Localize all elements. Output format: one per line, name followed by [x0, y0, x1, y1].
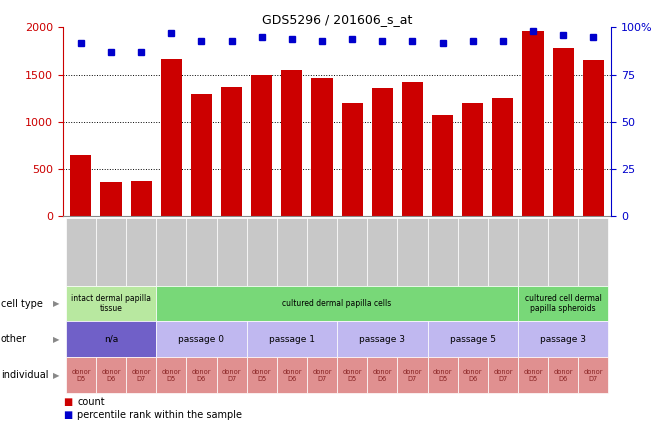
Text: donor
D7: donor D7	[403, 369, 422, 382]
Text: donor
D6: donor D6	[192, 369, 212, 382]
Text: other: other	[1, 335, 26, 344]
Text: donor
D6: donor D6	[373, 369, 392, 382]
Text: ■: ■	[63, 410, 72, 420]
Bar	[100, 182, 122, 216]
Text: donor
D7: donor D7	[312, 369, 332, 382]
Text: donor
D6: donor D6	[101, 369, 121, 382]
Text: donor
D5: donor D5	[252, 369, 272, 382]
Text: ■: ■	[63, 397, 72, 407]
Text: cultured cell dermal
papilla spheroids: cultured cell dermal papilla spheroids	[525, 294, 602, 313]
Text: passage 1: passage 1	[269, 335, 315, 344]
Bar	[70, 154, 91, 216]
Bar	[371, 88, 393, 216]
Bar	[492, 98, 514, 216]
Bar	[131, 181, 152, 216]
Bar	[553, 48, 574, 216]
Text: passage 0: passage 0	[178, 335, 225, 344]
Bar	[432, 115, 453, 216]
Title: GDS5296 / 201606_s_at: GDS5296 / 201606_s_at	[262, 14, 412, 26]
Text: donor
D6: donor D6	[553, 369, 573, 382]
Text: percentile rank within the sample: percentile rank within the sample	[77, 410, 243, 420]
Text: donor
D5: donor D5	[71, 369, 91, 382]
Text: donor
D7: donor D7	[132, 369, 151, 382]
Text: intact dermal papilla
tissue: intact dermal papilla tissue	[71, 294, 151, 313]
Text: cell type: cell type	[1, 299, 42, 308]
Text: passage 5: passage 5	[449, 335, 496, 344]
Text: donor
D7: donor D7	[584, 369, 603, 382]
Text: count: count	[77, 397, 105, 407]
Bar	[311, 78, 332, 216]
Bar	[402, 82, 423, 216]
Text: donor
D5: donor D5	[342, 369, 362, 382]
Bar	[221, 87, 242, 216]
Bar	[522, 31, 543, 216]
Text: ▶: ▶	[53, 335, 59, 344]
Text: donor
D6: donor D6	[463, 369, 483, 382]
Text: donor
D5: donor D5	[433, 369, 452, 382]
Text: donor
D7: donor D7	[493, 369, 513, 382]
Text: donor
D5: donor D5	[524, 369, 543, 382]
Text: ▶: ▶	[53, 371, 59, 380]
Text: individual: individual	[1, 371, 48, 380]
Text: ▶: ▶	[53, 299, 59, 308]
Bar	[342, 103, 363, 216]
Bar	[161, 60, 182, 216]
Bar	[191, 94, 212, 216]
Text: donor
D7: donor D7	[222, 369, 241, 382]
Bar	[282, 70, 303, 216]
Bar	[462, 103, 483, 216]
Bar	[583, 60, 604, 216]
Text: passage 3: passage 3	[540, 335, 586, 344]
Text: n/a: n/a	[104, 335, 118, 344]
Text: donor
D6: donor D6	[282, 369, 301, 382]
Text: donor
D5: donor D5	[161, 369, 181, 382]
Text: passage 3: passage 3	[360, 335, 405, 344]
Bar	[251, 74, 272, 216]
Text: cultured dermal papilla cells: cultured dermal papilla cells	[282, 299, 392, 308]
